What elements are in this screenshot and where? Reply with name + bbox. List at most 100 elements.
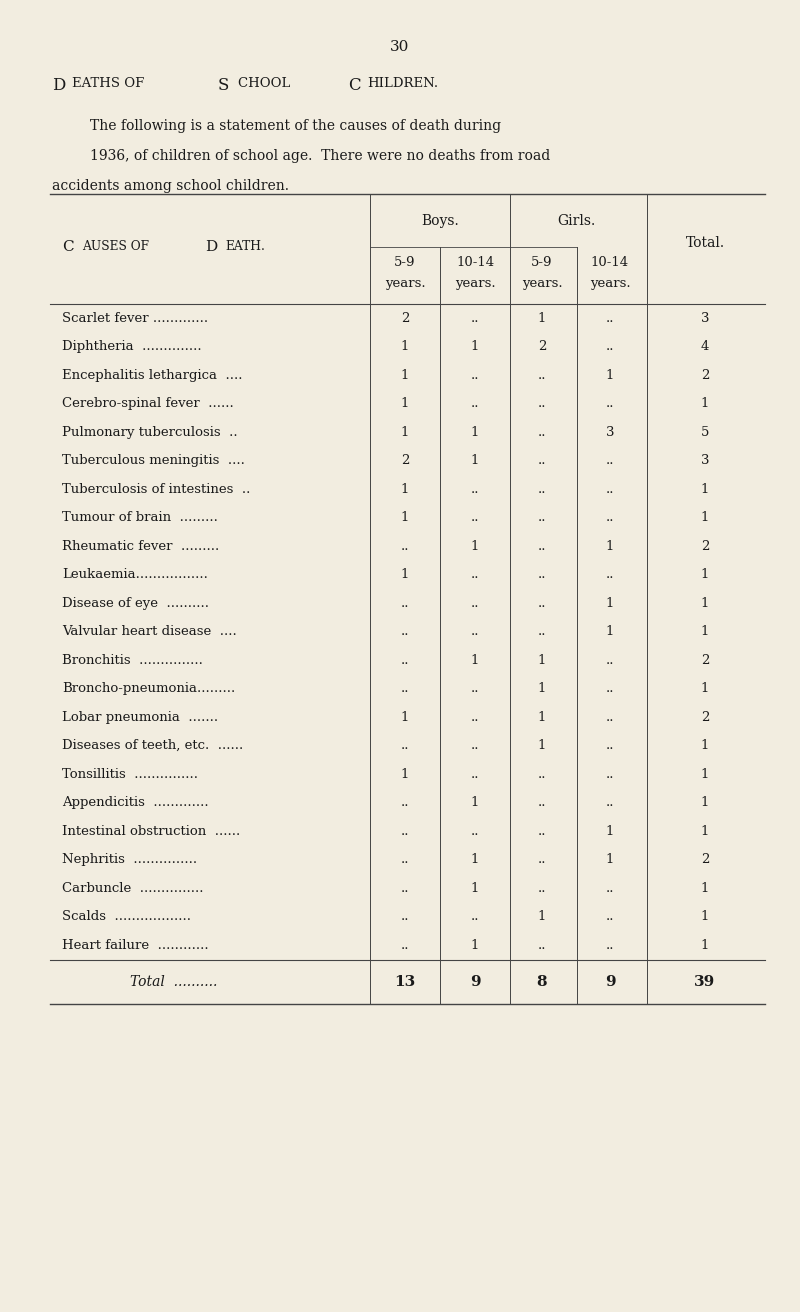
Text: Valvular heart disease  ....: Valvular heart disease .... bbox=[62, 626, 237, 638]
Text: 2: 2 bbox=[701, 853, 709, 866]
Text: EATH.: EATH. bbox=[225, 240, 265, 253]
Text: 1: 1 bbox=[471, 939, 479, 951]
Text: 1: 1 bbox=[701, 682, 709, 695]
Text: ..: .. bbox=[470, 512, 479, 525]
Text: 9: 9 bbox=[605, 975, 615, 988]
Text: 3: 3 bbox=[701, 454, 710, 467]
Text: Tumour of brain  .........: Tumour of brain ......... bbox=[62, 512, 218, 525]
Text: 1: 1 bbox=[538, 739, 546, 752]
Text: ..: .. bbox=[606, 512, 614, 525]
Text: C: C bbox=[348, 77, 361, 94]
Text: 1: 1 bbox=[701, 483, 709, 496]
Text: Total.: Total. bbox=[686, 236, 725, 251]
Text: ..: .. bbox=[538, 825, 546, 838]
Text: Carbuncle  ...............: Carbuncle ............... bbox=[62, 882, 203, 895]
Text: 5-9: 5-9 bbox=[531, 256, 553, 269]
Text: 1: 1 bbox=[701, 796, 709, 810]
Text: D: D bbox=[52, 77, 66, 94]
Text: 39: 39 bbox=[694, 975, 716, 988]
Text: Total  ..........: Total .......... bbox=[130, 975, 218, 988]
Text: 1: 1 bbox=[471, 340, 479, 353]
Text: ..: .. bbox=[538, 626, 546, 638]
Text: 1: 1 bbox=[701, 939, 709, 951]
Text: 1: 1 bbox=[538, 682, 546, 695]
Text: ..: .. bbox=[470, 483, 479, 496]
Text: 1: 1 bbox=[401, 711, 409, 724]
Text: 13: 13 bbox=[394, 975, 416, 988]
Text: 2: 2 bbox=[701, 653, 709, 666]
Text: D: D bbox=[205, 240, 218, 255]
Text: Encephalitis lethargica  ....: Encephalitis lethargica .... bbox=[62, 369, 242, 382]
Text: ..: .. bbox=[538, 853, 546, 866]
Text: ..: .. bbox=[606, 739, 614, 752]
Text: Leukaemia.................: Leukaemia................. bbox=[62, 568, 208, 581]
Text: ..: .. bbox=[401, 796, 410, 810]
Text: Girls.: Girls. bbox=[557, 214, 595, 228]
Text: Diseases of teeth, etc.  ......: Diseases of teeth, etc. ...... bbox=[62, 739, 243, 752]
Text: 1936, of children of school age.  There were no deaths from road: 1936, of children of school age. There w… bbox=[90, 150, 550, 163]
Text: ..: .. bbox=[401, 682, 410, 695]
Text: ..: .. bbox=[401, 911, 410, 924]
Text: 2: 2 bbox=[401, 454, 409, 467]
Text: ..: .. bbox=[470, 711, 479, 724]
Text: 1: 1 bbox=[401, 369, 409, 382]
Text: CHOOL: CHOOL bbox=[238, 77, 294, 91]
Text: 1: 1 bbox=[538, 312, 546, 325]
Text: 1: 1 bbox=[701, 597, 709, 610]
Text: 1: 1 bbox=[471, 882, 479, 895]
Text: ..: .. bbox=[538, 426, 546, 438]
Text: Heart failure  ............: Heart failure ............ bbox=[62, 939, 209, 951]
Text: 1: 1 bbox=[401, 512, 409, 525]
Text: 1: 1 bbox=[606, 369, 614, 382]
Text: 3: 3 bbox=[701, 312, 710, 325]
Text: ..: .. bbox=[538, 454, 546, 467]
Text: Bronchitis  ...............: Bronchitis ............... bbox=[62, 653, 203, 666]
Text: 2: 2 bbox=[538, 340, 546, 353]
Text: ..: .. bbox=[606, 653, 614, 666]
Text: Tuberculous meningitis  ....: Tuberculous meningitis .... bbox=[62, 454, 245, 467]
Text: EATHS OF: EATHS OF bbox=[72, 77, 149, 91]
Text: 1: 1 bbox=[701, 911, 709, 924]
Text: 1: 1 bbox=[471, 796, 479, 810]
Text: ..: .. bbox=[606, 682, 614, 695]
Text: ..: .. bbox=[470, 626, 479, 638]
Text: 1: 1 bbox=[701, 398, 709, 411]
Text: ..: .. bbox=[606, 939, 614, 951]
Text: Disease of eye  ..........: Disease of eye .......... bbox=[62, 597, 209, 610]
Text: 1: 1 bbox=[401, 483, 409, 496]
Text: 1: 1 bbox=[538, 653, 546, 666]
Text: 3: 3 bbox=[606, 426, 614, 438]
Text: 1: 1 bbox=[606, 539, 614, 552]
Text: ..: .. bbox=[470, 369, 479, 382]
Text: ..: .. bbox=[606, 768, 614, 781]
Text: 10-14: 10-14 bbox=[591, 256, 629, 269]
Text: ..: .. bbox=[606, 398, 614, 411]
Text: Lobar pneumonia  .......: Lobar pneumonia ....... bbox=[62, 711, 218, 724]
Text: 1: 1 bbox=[401, 426, 409, 438]
Text: 2: 2 bbox=[401, 312, 409, 325]
Text: ..: .. bbox=[470, 825, 479, 838]
Text: ..: .. bbox=[606, 483, 614, 496]
Text: Scalds  ..................: Scalds .................. bbox=[62, 911, 191, 924]
Text: 1: 1 bbox=[701, 768, 709, 781]
Text: ..: .. bbox=[470, 597, 479, 610]
Text: ..: .. bbox=[606, 312, 614, 325]
Text: ..: .. bbox=[401, 626, 410, 638]
Text: ..: .. bbox=[401, 597, 410, 610]
Text: ..: .. bbox=[606, 882, 614, 895]
Text: ..: .. bbox=[401, 653, 410, 666]
Text: 1: 1 bbox=[401, 340, 409, 353]
Text: ..: .. bbox=[401, 939, 410, 951]
Text: S: S bbox=[218, 77, 230, 94]
Text: ..: .. bbox=[606, 711, 614, 724]
Text: Intestinal obstruction  ......: Intestinal obstruction ...... bbox=[62, 825, 240, 838]
Text: C: C bbox=[62, 240, 74, 255]
Text: ..: .. bbox=[606, 911, 614, 924]
Text: 1: 1 bbox=[471, 653, 479, 666]
Text: 4: 4 bbox=[701, 340, 709, 353]
Text: ..: .. bbox=[538, 539, 546, 552]
Text: ..: .. bbox=[470, 568, 479, 581]
Text: ..: .. bbox=[538, 597, 546, 610]
Text: 1: 1 bbox=[701, 825, 709, 838]
Text: 1: 1 bbox=[606, 626, 614, 638]
